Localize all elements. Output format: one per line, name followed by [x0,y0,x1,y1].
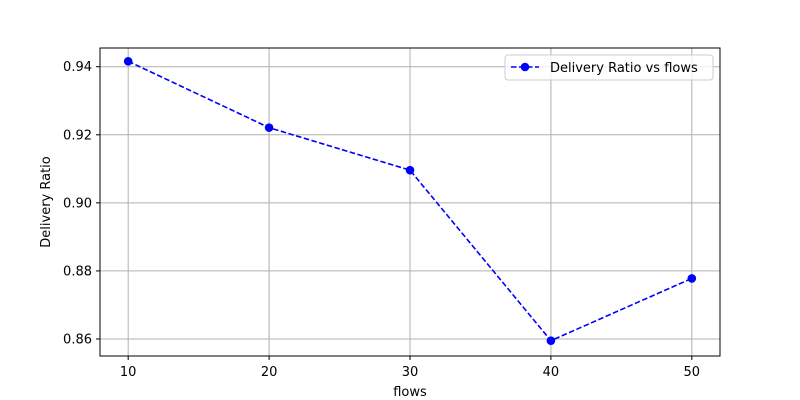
x-tick-label: 20 [261,365,278,380]
legend-marker-sample [520,62,530,72]
x-tick-label: 50 [684,365,701,380]
series-layer [123,56,697,345]
data-point [264,123,274,132]
ticks: 10 20 30 40 50 0.86 0.88 0.90 0.92 0.94 [63,60,700,380]
y-tick-label: 0.86 [63,332,92,347]
legend: Delivery Ratio vs flows [504,54,714,81]
y-tick-label: 0.92 [63,128,92,143]
legend-label: Delivery Ratio vs flows [550,61,698,76]
y-axis-label: Delivery Ratio [39,156,54,248]
y-tick-label: 0.94 [63,60,92,75]
x-tick-label: 10 [120,365,137,380]
legend-box [504,54,714,81]
x-axis-label: flows [393,385,427,400]
data-point [687,274,697,283]
y-tick-label: 0.88 [63,264,92,279]
grid [100,48,720,356]
data-point [546,336,556,345]
data-point [405,165,415,175]
x-tick-label: 30 [402,365,419,380]
y-tick-label: 0.90 [63,196,92,211]
data-point [123,56,133,66]
x-tick-label: 40 [543,365,560,380]
